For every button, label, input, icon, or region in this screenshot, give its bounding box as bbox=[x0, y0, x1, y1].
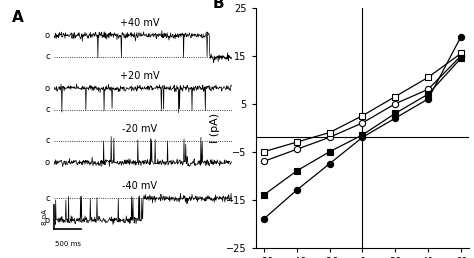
Text: c: c bbox=[45, 105, 50, 114]
Text: c: c bbox=[45, 136, 50, 146]
Text: 8 pA: 8 pA bbox=[42, 209, 47, 225]
Text: +20 mV: +20 mV bbox=[120, 71, 159, 81]
Text: o: o bbox=[45, 158, 50, 167]
Text: o: o bbox=[45, 84, 50, 93]
Text: +40 mV: +40 mV bbox=[120, 18, 159, 28]
Text: o: o bbox=[45, 31, 50, 40]
Text: B: B bbox=[213, 0, 225, 11]
Text: A: A bbox=[12, 10, 24, 25]
Y-axis label: I (pA): I (pA) bbox=[210, 113, 220, 143]
Text: -40 mV: -40 mV bbox=[122, 181, 157, 191]
Text: 500 ms: 500 ms bbox=[55, 241, 81, 247]
Text: c: c bbox=[45, 194, 50, 203]
Text: c: c bbox=[45, 52, 50, 61]
Text: o: o bbox=[45, 216, 50, 224]
Text: -20 mV: -20 mV bbox=[122, 124, 157, 134]
